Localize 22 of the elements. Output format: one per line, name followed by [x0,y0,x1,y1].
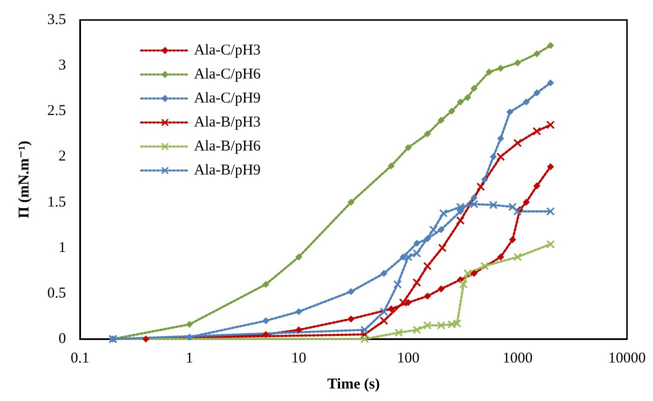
y-tick-label: 1.5 [47,194,66,210]
y-tick-label: 2.5 [47,103,66,120]
x-tick-label: 10000 [608,350,646,366]
y-axis-title: Π (mN.m⁻¹) [16,140,32,218]
y-tick-label: 2 [58,148,66,165]
legend-label: Ala-C/pH3 [194,42,261,58]
y-tick-label: 3 [58,58,66,74]
legend-label: Ala-C/pH9 [194,90,261,106]
y-tick-label: 0.5 [47,285,66,302]
legend-label: Ala-B/pH9 [194,162,261,178]
x-tick-label: 1000 [502,350,533,366]
y-tick-label: 1 [58,240,66,256]
x-tick-label: 1 [186,350,194,366]
legend-label: Ala-C/pH6 [194,66,262,82]
y-tick-label: 3.5 [47,12,66,28]
x-axis-title: Time (s) [327,376,380,392]
x-tick-label: 10 [291,350,306,366]
legend-label: Ala-B/pH3 [194,114,261,130]
x-tick-label: 100 [396,350,420,366]
y-tick-label: 0 [58,331,66,347]
legend-label: Ala-B/pH6 [194,138,262,154]
x-tick-label: 0.1 [70,350,90,366]
